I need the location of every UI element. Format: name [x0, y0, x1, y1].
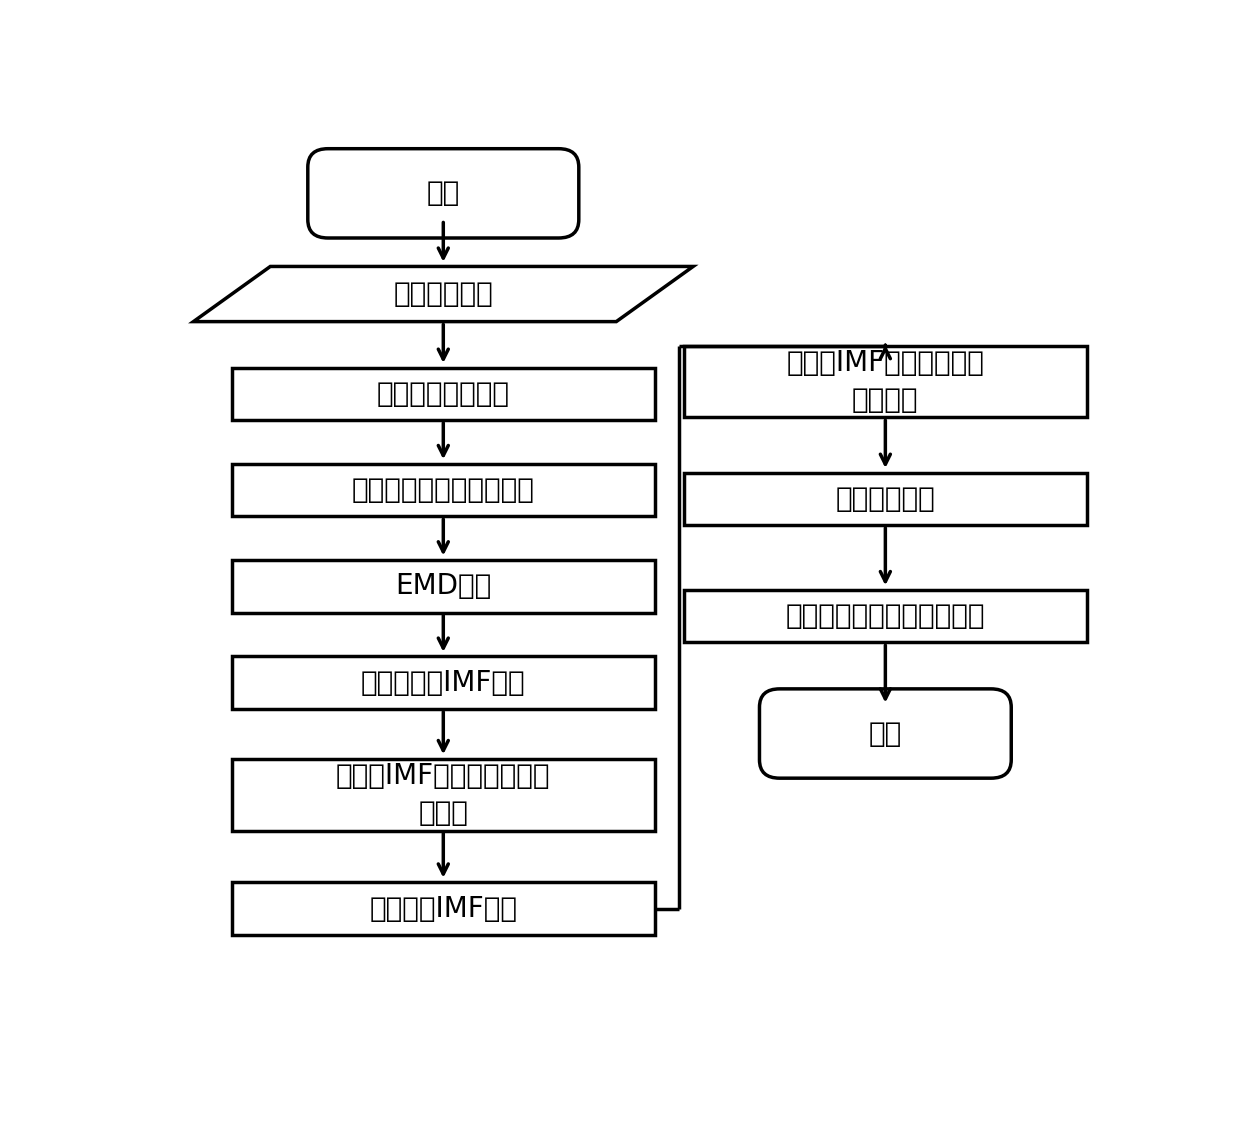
- Polygon shape: [193, 266, 693, 322]
- Text: 得到不同频段的窄带信号: 得到不同频段的窄带信号: [352, 476, 534, 504]
- Bar: [232, 561, 655, 613]
- Bar: [232, 758, 655, 831]
- Text: 开始: 开始: [427, 180, 460, 207]
- Text: 输入被测信号: 输入被测信号: [393, 280, 494, 308]
- Bar: [683, 473, 1087, 525]
- Bar: [232, 656, 655, 709]
- Text: 小波包分解与重构: 小波包分解与重构: [377, 380, 510, 408]
- Text: 得到特征向量: 得到特征向量: [836, 484, 935, 513]
- Text: 计算各IMF分量的互信息量
并筛选: 计算各IMF分量的互信息量 并筛选: [336, 763, 551, 828]
- FancyBboxPatch shape: [759, 689, 1012, 778]
- Text: 输入神经网络进行分类识别: 输入神经网络进行分类识别: [786, 603, 985, 630]
- Text: 得到真实IMF分量: 得到真实IMF分量: [370, 895, 517, 922]
- Text: EMD分解: EMD分解: [396, 572, 491, 600]
- Bar: [683, 346, 1087, 417]
- Text: 得到若干个IMF分量: 得到若干个IMF分量: [361, 669, 526, 697]
- Bar: [232, 882, 655, 935]
- Bar: [683, 590, 1087, 642]
- Bar: [232, 367, 655, 420]
- Bar: [232, 464, 655, 516]
- Text: 对真实IMF分量做时域和
频域分析: 对真实IMF分量做时域和 频域分析: [786, 349, 985, 414]
- FancyBboxPatch shape: [308, 149, 579, 238]
- Text: 结束: 结束: [869, 720, 901, 747]
